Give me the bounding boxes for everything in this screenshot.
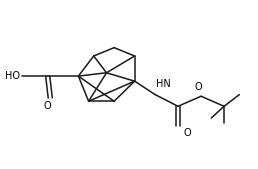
Text: HN: HN — [156, 79, 171, 89]
Text: HO: HO — [5, 71, 20, 81]
Text: O: O — [195, 82, 202, 92]
Text: O: O — [183, 128, 191, 138]
Text: O: O — [44, 101, 52, 111]
